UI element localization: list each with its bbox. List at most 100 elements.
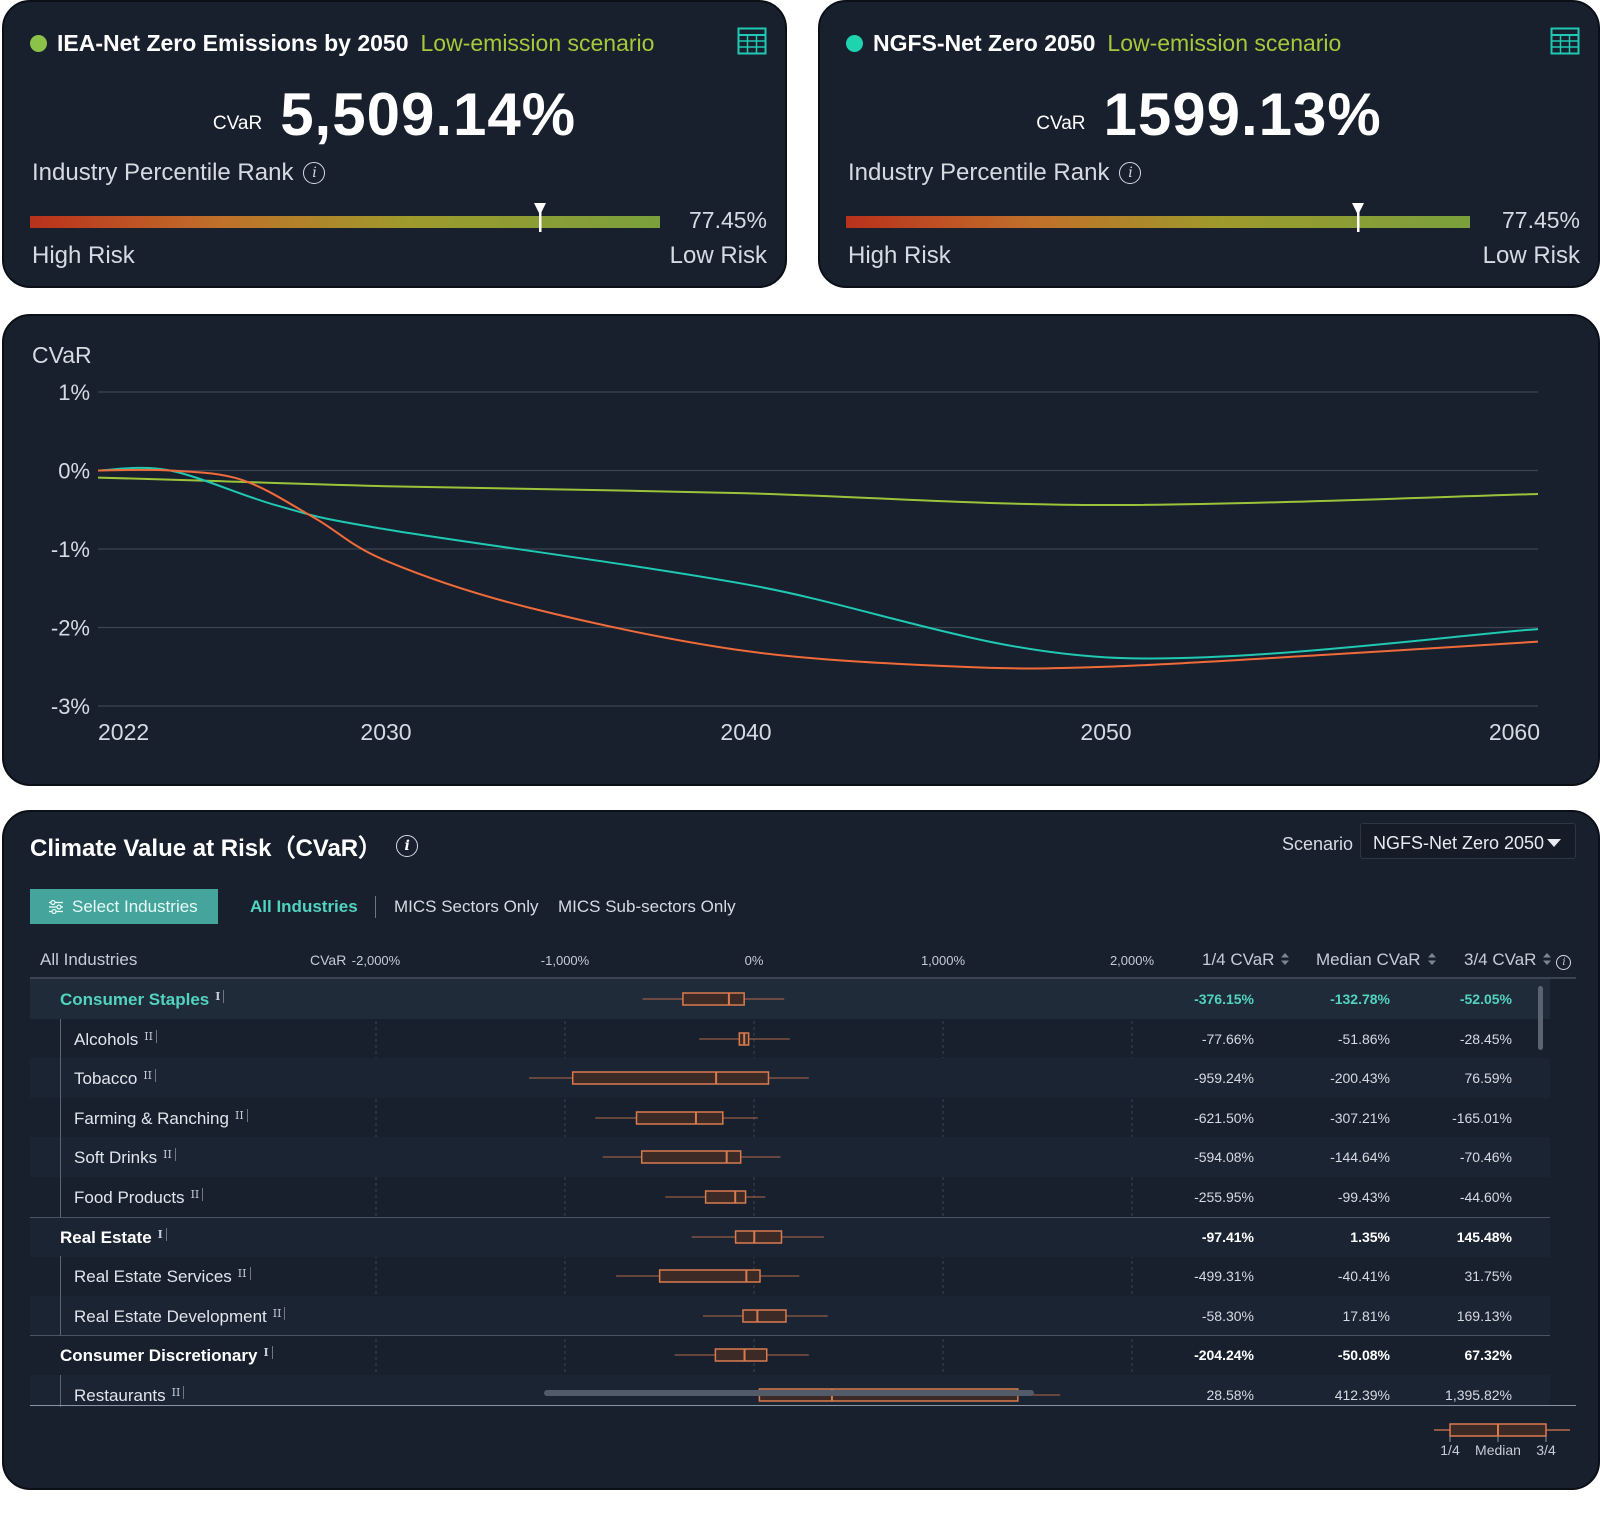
industry-name[interactable]: Real Estate Development II [74,1306,286,1327]
filter-mics-subsectors[interactable]: MICS Sub-sectors Only [558,897,736,916]
boxplot-legend [1434,1423,1570,1442]
info-icon[interactable]: i [396,834,419,857]
industry-name[interactable]: Consumer Discretionary I [60,1346,273,1366]
industry-name[interactable]: Real Estate Services II [74,1267,251,1287]
cvar-summary: CVaR 1599.13% [820,80,1598,149]
vertical-scrollbar[interactable] [1538,986,1543,1050]
boxplot [602,1150,781,1165]
scenario-header: IEA-Net Zero Emissions by 2050 Low-emiss… [30,30,654,57]
chevron-down-icon [1547,839,1561,847]
industry-name[interactable]: Real Estate I [60,1227,167,1248]
cell-q3: -44.60% [1459,1189,1512,1205]
filter-mics-sectors[interactable]: MICS Sectors Only [394,897,539,916]
series-line-0 [97,476,1539,507]
table-row[interactable]: Real Estate I -97.41% 1.35% 145.48% [30,1216,1550,1257]
scenario-type: Low-emission scenario [420,30,655,56]
scenario-type: Low-emission scenario [1107,30,1342,56]
cvar-value: 1599.13% [1103,81,1382,148]
cell-q1: -255.95% [1194,1189,1254,1205]
median-column-label: Median CVaR [1316,950,1421,969]
series-line-2 [97,468,1539,670]
boxplot [595,1111,758,1125]
q1-column-header[interactable]: 1/4 CVaR [1202,950,1290,970]
cell-median: -200.43% [1330,1070,1390,1087]
boxplot-box [658,1269,761,1283]
boxplot-box [640,1150,742,1165]
tree-line [60,1375,61,1407]
gauge-marker-icon [534,203,547,232]
cvar-table-body: Consumer Staples I -376.15% -132.78% -52.05%… [30,979,1576,1407]
sliders-icon [49,899,63,914]
boxplot-box [734,1229,783,1244]
median-column-header[interactable]: Median CVaR [1316,950,1437,970]
cell-median: -307.21% [1330,1109,1390,1126]
axis-tick-label: 0% [744,953,764,968]
gauge-marker-icon [1351,203,1364,232]
x-tick-label: 2022 [98,719,149,745]
y-tick-label: -3% [51,694,90,719]
percentile-gauge [30,203,660,232]
industry-name[interactable]: Food Products II [74,1188,204,1208]
industry-name[interactable]: Consumer Staples I [60,990,225,1010]
table-row[interactable]: Farming & Ranching II -621.50% -307.21% -165… [30,1097,1550,1138]
percentile-value: 77.45% [688,207,767,233]
level-badge: I [263,1346,273,1360]
table-row[interactable]: Soft Drinks II -594.08% -144.64% -70.46% [30,1137,1550,1178]
industry-column-header: All Industries [40,950,138,969]
table-row[interactable]: Food Products II -255.95% -99.43% -44.60% [30,1177,1550,1217]
cvar-summary: CVaR 5,509.14% [4,80,785,149]
table-row[interactable]: Real Estate Development II -58.30% 17.81% 16… [30,1295,1550,1336]
industry-name[interactable]: Restaurants II [74,1386,185,1406]
cell-q1: 28.58% [1206,1387,1254,1403]
scenario-label: Scenario [1282,834,1354,854]
table-bottom-divider [30,1405,1576,1406]
table-row[interactable]: Consumer Discretionary I -204.24% -50.08% 67… [30,1335,1550,1375]
group-divider [30,1335,1550,1337]
sort-icon [1281,953,1290,965]
cell-q3: 169.13% [1456,1307,1512,1324]
boxplot [665,1190,766,1204]
table-row[interactable]: Alcohols II -77.66% -51.86% -28.45% [30,1018,1550,1059]
table-row[interactable]: Real Estate Services II -499.31% -40.41% 31.… [30,1256,1550,1296]
filter-divider [375,896,376,918]
cell-q3: 1,395.82% [1445,1387,1512,1403]
cell-q1: -58.30% [1201,1307,1254,1324]
industry-name[interactable]: Farming & Ranching II [74,1108,248,1129]
cvar-line-chart: CVaR 1% 0% -1% -2% -3% 2022 2030 2040 2050 2060 [2,314,1600,786]
q3-column-header[interactable]: 3/4 CVaR i [1464,950,1572,970]
x-tick-label: 2040 [720,719,771,745]
cell-median: -99.43% [1337,1189,1390,1205]
boxplot-box [635,1111,724,1125]
industry-name-text: Real Estate [60,1227,152,1247]
level-badge: II [144,1029,157,1043]
header-divider [30,977,1576,979]
cell-median: 17.81% [1342,1307,1390,1324]
rank-label-text: Industry Percentile Rank [32,159,294,186]
cvar-label: CVaR [1036,113,1086,134]
scenario-header: NGFS-Net Zero 2050 Low-emission scenario [846,30,1341,57]
select-industries-label: Select Industries [72,896,198,916]
level-badge: I [157,1227,167,1241]
table-row[interactable]: Restaurants II 28.58% 412.39% 1,395.82% [30,1375,1550,1407]
filter-all-industries[interactable]: All Industries [250,897,358,916]
scenario-dropdown[interactable]: NGFS-Net Zero 2050 [1360,823,1576,859]
low-risk-label: Low Risk [669,242,767,269]
table-row[interactable]: Consumer Staples I -376.15% -132.78% -52.05% [30,979,1550,1019]
select-industries-button[interactable]: Select Industries [30,889,218,924]
industry-name[interactable]: Soft Drinks II [74,1148,176,1168]
level-badge: II [272,1306,286,1320]
cell-median: -50.08% [1337,1347,1390,1364]
industry-name[interactable]: Tobacco II [74,1069,157,1089]
table-row[interactable]: Tobacco II -959.24% -200.43% 76.59% [30,1058,1550,1099]
industry-name[interactable]: Alcohols II [74,1029,157,1050]
horizontal-scrollbar[interactable] [544,1390,1034,1396]
level-badge: II [143,1069,157,1083]
level-badge: II [234,1108,248,1122]
info-icon[interactable]: i [303,162,326,184]
cell-q3: -70.46% [1459,1149,1512,1166]
info-icon[interactable]: i [1119,162,1142,184]
level-badge: II [171,1386,185,1399]
table-icon[interactable] [1550,26,1580,56]
info-icon[interactable]: i [1556,955,1572,970]
table-icon[interactable] [737,26,767,56]
